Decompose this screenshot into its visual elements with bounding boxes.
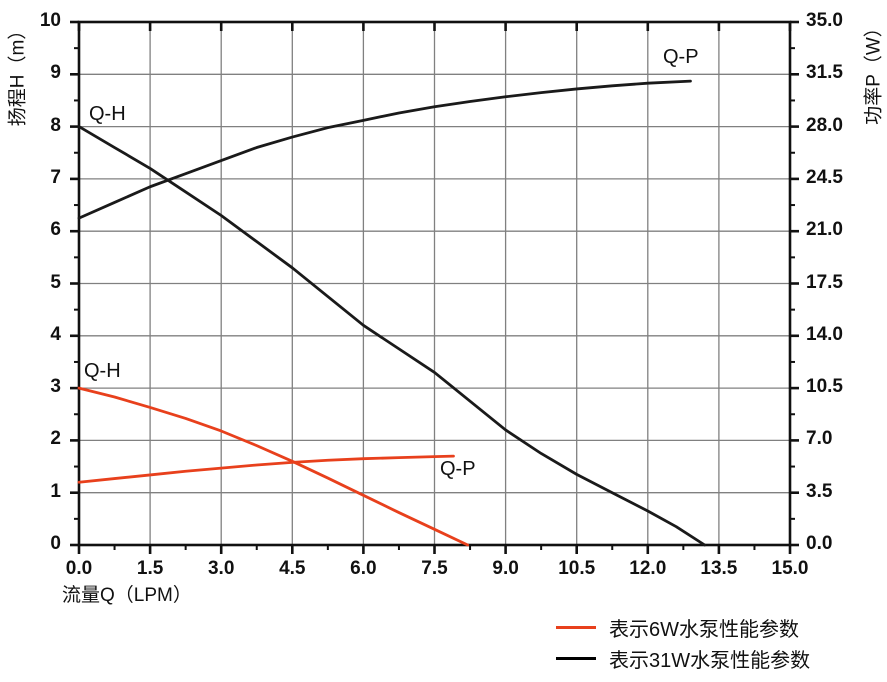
y-tick-label-left: 10 [39,10,61,31]
y-tick-label-right: 31.5 [806,62,843,84]
x-tick-label: 9.0 [492,558,519,579]
y-tick-label-right: 3.5 [806,480,833,502]
x-tick-label: 15.0 [771,558,809,579]
y-tick-label-right: 24.5 [806,166,843,188]
x-tick-label: 3.0 [207,558,235,579]
y-tick-label-left: 1 [50,480,61,502]
y-tick-label-left: 7 [50,166,61,188]
y-tick-label-left: 8 [50,114,61,136]
chart-legend: 表示6W水泵性能参数 表示31W水泵性能参数 [556,612,810,674]
series-line [77,79,692,220]
y-tick-label-left: 4 [50,323,61,345]
y-tick-label-left: 3 [50,376,61,398]
y-tick-label-right: 35.0 [806,10,843,31]
x-tick-label: 10.5 [558,558,596,579]
plot-frame [77,20,792,547]
legend-label: 表示6W水泵性能参数 [609,619,799,641]
y-tick-label-right: 17.5 [806,271,843,293]
y-tick-label-left: 6 [50,219,61,241]
y-tick-label-right: 21.0 [806,219,843,241]
x-tick-label: 12.0 [629,558,667,579]
curve-label: Q-P [440,458,476,480]
data-series [77,79,707,547]
y-tick-label-right: 28.0 [806,114,843,136]
x-axis-title: 流量Q（LPM） [62,585,192,606]
curve-label: Q-H [89,103,126,125]
x-tick-label: 13.5 [700,558,738,579]
x-tick-label: 0.0 [65,558,93,579]
gridlines [79,22,790,545]
legend-item: 表示31W水泵性能参数 [556,643,810,674]
y-tick-label-left: 2 [50,428,61,450]
legend-line-icon-orange [556,626,596,629]
major-ticks [70,20,799,554]
series-line [77,125,707,547]
x-tick-label: 6.0 [350,558,377,579]
y-tick-label-right: 14.0 [806,323,843,345]
series-line [77,454,455,484]
y-tick-label-left: 9 [50,62,61,84]
x-tick-label: 1.5 [136,558,164,579]
legend-line-icon-black [556,657,596,660]
y-tick-label-left: 0 [50,533,61,554]
x-tick-label: 7.5 [421,558,448,579]
y-tick-label-right: 0.0 [806,533,833,554]
y-tick-label-right: 10.5 [806,376,843,398]
y-tick-label-right: 7.0 [806,428,833,450]
curve-label: Q-H [84,360,121,382]
series-line [77,386,470,547]
y-tick-label-left: 5 [50,271,61,293]
curve-label: Q-P [663,46,699,68]
x-tick-label: 4.5 [279,558,306,579]
legend-label: 表示31W水泵性能参数 [609,650,811,672]
legend-item: 表示6W水泵性能参数 [556,612,810,643]
